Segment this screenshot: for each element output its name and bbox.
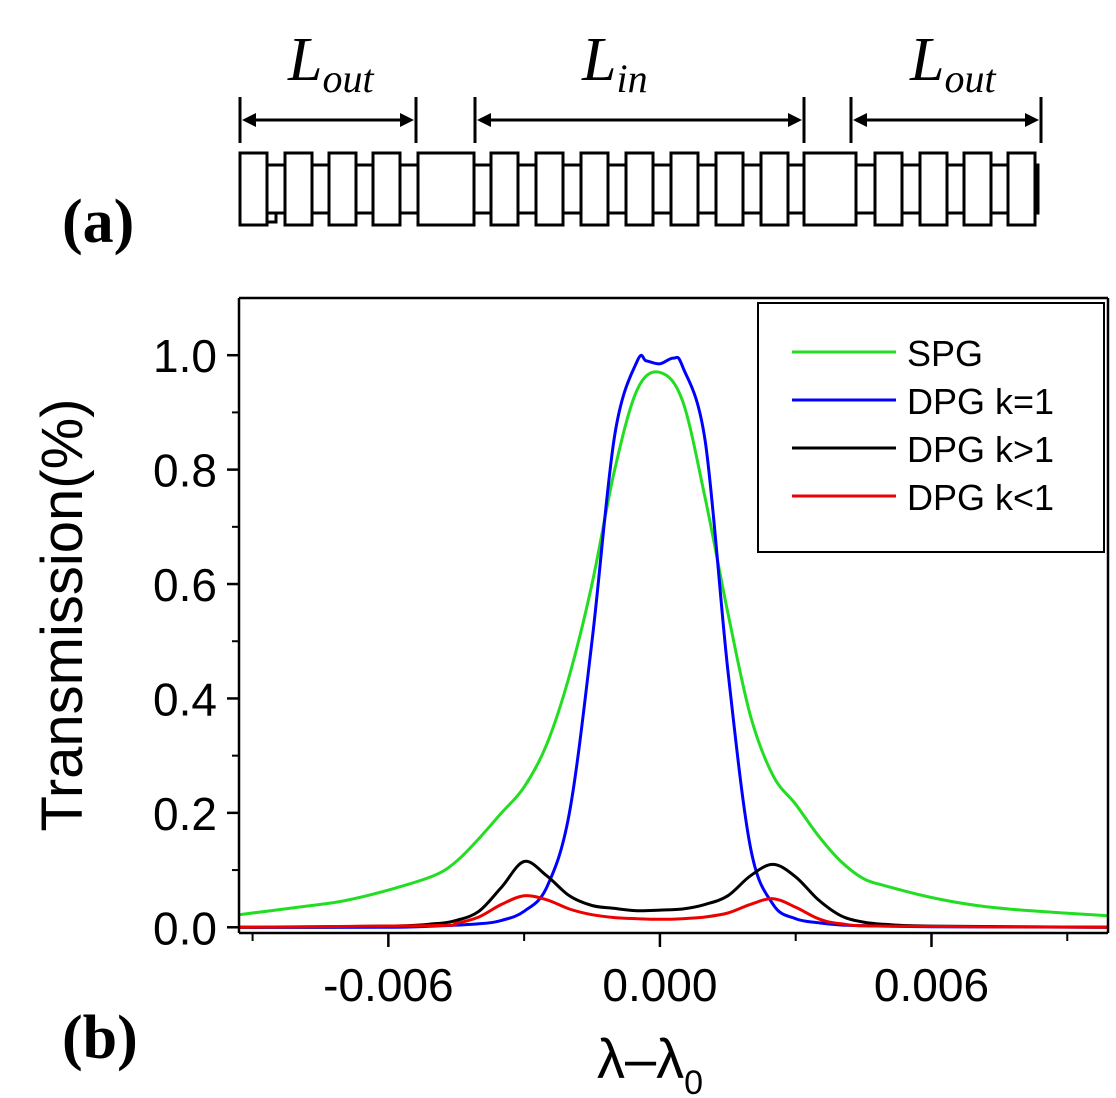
plot-area: 0.0 0.2 0.4 0.6 0.8 1.0 -0.006 0.000 0.006 [153, 296, 1110, 1011]
grating-tooth [283, 151, 314, 227]
grating-tooth [579, 151, 610, 227]
legend-label: DPG k>1 [907, 429, 1054, 470]
y-tick-label: 0.2 [153, 788, 217, 840]
legend-label: DPG k<1 [907, 477, 1054, 518]
arrowhead [853, 113, 867, 127]
grating-tooth [489, 151, 520, 227]
segment-label-left: Lout [287, 26, 374, 101]
y-tick-label: 0.4 [153, 673, 217, 725]
grating-tooth [534, 151, 565, 227]
legend-items: SPG DPG k=1 DPG k>1 DPG k<1 [792, 333, 1054, 518]
y-tick-label: 0.0 [153, 902, 217, 954]
series-line-dpg-k-1-2 [239, 859, 1108, 929]
grating-tooth [873, 151, 904, 227]
grating-tooth [1006, 151, 1037, 227]
panel-a: (a) Lout Lin Lout [62, 26, 1043, 256]
panel-b: (b) Transmission(%) λ–λ0 0.0 0.2 0.4 0.6 0.8… [30, 296, 1110, 1098]
grating-tooth [624, 151, 655, 227]
grating [238, 151, 1040, 227]
series-line-dpg-k-1-3 [239, 894, 1108, 929]
arrowhead [242, 113, 256, 127]
grating-tooth [371, 151, 402, 227]
grating-tooth [714, 151, 745, 227]
arrowhead [788, 113, 802, 127]
legend-label: SPG [907, 333, 983, 374]
dimension-arrows [238, 97, 1043, 143]
grating-tooth [759, 151, 790, 227]
grating-tooth [327, 151, 358, 227]
series-line-dpg-k-1-1 [239, 353, 1108, 929]
panel-a-label: (a) [62, 188, 134, 256]
segment-label-right: Lout [909, 26, 996, 101]
phase-shift-defect [416, 151, 476, 227]
legend-label: DPG k=1 [907, 381, 1054, 422]
segment-label-middle: Lin [581, 26, 648, 101]
phase-shift-defect [802, 151, 858, 227]
x-tick-label: 0.006 [874, 959, 989, 1011]
grating-tooth [238, 151, 269, 227]
x-tick-label: -0.006 [323, 959, 453, 1011]
series-line-spg-0 [239, 370, 1108, 918]
arrowhead [477, 113, 491, 127]
x-axis-label: λ–λ0 [597, 1027, 703, 1098]
y-tick-label: 1.0 [153, 330, 217, 382]
y-tick-label: 0.6 [153, 559, 217, 611]
legend-box [757, 302, 1105, 553]
grating-tooth [962, 151, 993, 227]
arrowheads [242, 113, 1039, 127]
arrowhead [1025, 113, 1039, 127]
grating-tooth [669, 151, 700, 227]
x-tick-label: 0.000 [602, 959, 717, 1011]
panel-b-label: (b) [62, 1004, 138, 1072]
y-tick-label: 0.8 [153, 445, 217, 497]
y-axis-label: Transmission(%) [30, 399, 95, 832]
arrowhead [400, 113, 414, 127]
legend: SPG DPG k=1 DPG k>1 DPG k<1 [757, 302, 1105, 553]
series-group [239, 353, 1108, 929]
grating-tooth [918, 151, 949, 227]
